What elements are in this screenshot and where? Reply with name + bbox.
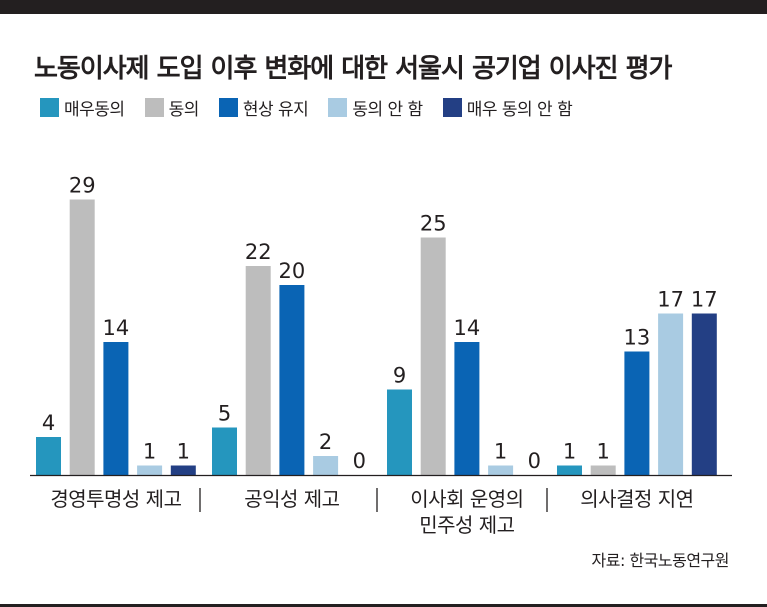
bar — [69, 199, 95, 475]
data-label: 2 — [319, 430, 332, 454]
data-label: 0 — [528, 449, 541, 473]
data-label: 14 — [454, 316, 481, 340]
bar — [420, 237, 446, 475]
source-note: 자료: 한국노동연구원 — [591, 551, 730, 570]
category-label: 민주성 제고 — [419, 513, 514, 537]
data-label: 1 — [597, 440, 610, 464]
data-label: 20 — [279, 259, 306, 283]
top-border — [0, 0, 767, 14]
bar — [245, 266, 271, 475]
bar — [624, 351, 650, 475]
bar — [454, 342, 480, 475]
legend-item: 매우동의 — [40, 95, 125, 120]
data-label: 29 — [69, 174, 96, 198]
data-label: 17 — [657, 288, 684, 312]
legend-item: 현상 유지 — [218, 95, 309, 120]
bar — [36, 437, 61, 475]
data-label: 5 — [218, 402, 231, 426]
data-label: 9 — [393, 364, 406, 388]
bar — [103, 342, 129, 475]
legend-item: 매우 동의 안 함 — [442, 95, 573, 120]
legend-swatch — [144, 98, 164, 117]
bar — [557, 465, 582, 475]
bar — [658, 313, 684, 475]
legend-swatch — [328, 98, 348, 117]
bar — [170, 465, 196, 475]
data-label: 14 — [103, 316, 130, 340]
data-label: 1 — [494, 440, 507, 464]
data-label: 13 — [624, 326, 651, 350]
bar — [212, 427, 237, 475]
data-label: 0 — [353, 449, 366, 473]
legend-item: 동의 안 함 — [328, 95, 423, 120]
category-label: 경영투명성 제고 — [50, 487, 181, 511]
bar — [313, 456, 339, 475]
bottom-border — [0, 604, 767, 607]
category-label: 의사결정 지연 — [580, 487, 693, 511]
legend-item: 동의 — [144, 95, 200, 120]
legend-label: 매우동의 — [64, 100, 125, 120]
data-label: 22 — [245, 240, 272, 264]
legend-swatch — [40, 98, 59, 117]
bar — [279, 285, 305, 475]
data-label: 25 — [420, 212, 447, 236]
bar — [387, 389, 412, 475]
data-label: 1 — [143, 440, 156, 464]
legend-swatch — [218, 98, 238, 117]
bar — [488, 465, 514, 475]
legend-swatch — [442, 98, 462, 117]
category-label: 공익성 제고 — [244, 487, 339, 511]
data-label: 1 — [177, 440, 190, 464]
chart-title: 노동이사제 도입 이후 변화에 대한 서울시 공기업 이사진 평가 — [34, 54, 672, 84]
data-label: 1 — [563, 440, 576, 464]
legend-label: 매우 동의 안 함 — [466, 100, 573, 120]
legend-label: 동의 안 함 — [352, 100, 423, 120]
data-label: 17 — [691, 288, 718, 312]
bar — [590, 465, 616, 475]
bar — [137, 465, 163, 475]
legend: 매우동의 동의 현상 유지 동의 안 함 매우 동의 안 함 — [40, 95, 592, 120]
bar — [691, 313, 717, 475]
data-label: 4 — [42, 411, 55, 435]
category-label: 이사회 운영의 — [410, 487, 523, 511]
legend-label: 현상 유지 — [242, 100, 309, 120]
legend-label: 동의 — [168, 100, 200, 120]
